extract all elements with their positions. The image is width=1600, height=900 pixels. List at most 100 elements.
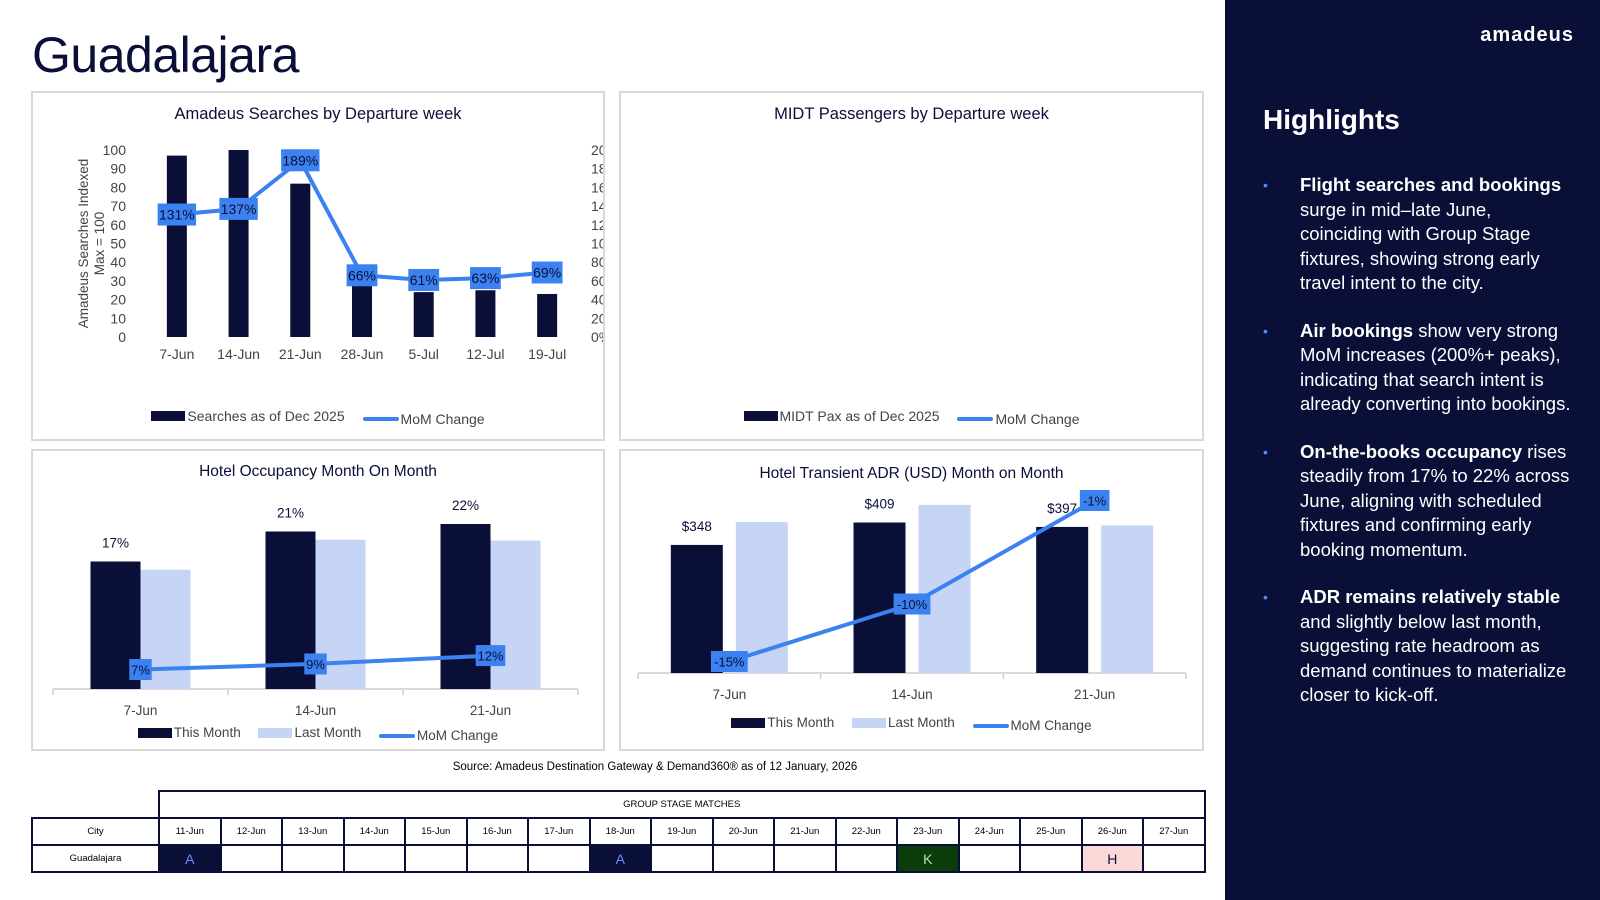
bar — [166, 155, 187, 337]
bar-data-label: $348 — [682, 519, 712, 534]
mom-data-label-bg — [281, 149, 320, 172]
y-tick-label: 90 — [110, 161, 126, 177]
date-header: 13-Jun — [281, 817, 345, 846]
highlight-item: • Air bookings show very strong MoM incre… — [1263, 319, 1573, 417]
x-tick-label: 21-Jun — [1074, 687, 1115, 702]
occupancy-chart-panel: Hotel Occupancy Month On Month 17% 7-Jun 2… — [31, 449, 605, 751]
mom-data-label-bg — [346, 264, 378, 287]
midt-chart: 01020304050607080901000%50%100%150%200%2… — [621, 93, 1202, 393]
amadeus-logo: amadeus — [1480, 24, 1574, 46]
legend-item-line: MoM Change — [972, 718, 1092, 733]
adr-chart-panel: Hotel Transient ADR (USD) Month on Month… — [619, 449, 1204, 751]
mom-data-label-bg — [1079, 490, 1110, 511]
highlight-bold: On-the-books occupancy — [1300, 440, 1523, 462]
x-tick-label: 7-Jun — [159, 346, 194, 362]
legend-line — [362, 417, 399, 421]
legend-item-last-month: Last Month — [258, 725, 361, 740]
legend-item-this-month: This Month — [731, 715, 834, 730]
page-title: Guadalajara — [32, 27, 299, 83]
chart-legend: This Month Last Month MoM Change — [33, 725, 603, 743]
legend-label: Last Month — [294, 725, 362, 740]
mom-data-label-bg — [157, 203, 197, 226]
source-note: Source: Amadeus Destination Gateway & De… — [452, 761, 858, 773]
y-axis-label: Amadeus Searches IndexedMax = 100 — [76, 159, 107, 329]
legend-label: MoM Change — [1010, 718, 1092, 733]
searches-chart-panel: Amadeus Searches by Departure week 0 10 20… — [31, 91, 605, 441]
match-cell-k: K — [896, 844, 960, 873]
y-tick-label: 30 — [110, 273, 126, 289]
table-corner — [32, 791, 159, 818]
date-header: 18-Jun — [588, 817, 652, 846]
city-header: City — [31, 817, 160, 846]
bar — [352, 284, 372, 337]
bar-data-label: 17% — [102, 536, 129, 551]
legend-item-line: MoM Change — [362, 411, 485, 427]
date-header: 23-Jun — [896, 817, 960, 846]
legend-label: MoM Change — [400, 411, 485, 427]
match-cell-empty — [219, 844, 283, 873]
mom-data-label-bg — [475, 645, 506, 667]
highlight-bold: Flight searches and bookings — [1300, 174, 1562, 195]
bar-this-month — [1036, 526, 1089, 673]
bar-data-label: $409 — [864, 496, 894, 511]
bar — [537, 293, 558, 337]
highlights-list: • Flight searches and bookings surge in m… — [1263, 173, 1573, 731]
y2-tick-label: 140% — [591, 198, 603, 214]
y2-tick-label: 100% — [591, 236, 603, 252]
y-tick-label: 20 — [110, 292, 126, 308]
y-tick-label: 80 — [110, 179, 126, 195]
date-header: 22-Jun — [834, 817, 898, 846]
date-header: 14-Jun — [342, 817, 406, 846]
x-tick-label: 21-Jun — [279, 346, 322, 362]
match-cell-empty — [281, 844, 345, 873]
bullet-icon: • — [1263, 322, 1268, 339]
x-tick-label: 14-Jun — [217, 346, 260, 362]
legend-swatch — [137, 727, 172, 738]
date-header: 15-Jun — [404, 817, 468, 846]
legend-swatch — [731, 717, 766, 728]
x-tick-label: 5-Jul — [409, 346, 439, 362]
mom-data-label-bg — [710, 651, 748, 672]
legend-item-last-month: Last Month — [851, 715, 955, 730]
match-cell-empty — [834, 844, 898, 873]
legend-item-bars: MIDT Pax as of Dec 2025 — [743, 408, 940, 424]
y2-tick-label: 200% — [591, 142, 603, 158]
mom-data-label: 7% — [131, 663, 150, 678]
adr-chart: $348 7-Jun $409 14-Jun $397 21-Jun -15% -10% -1% — [637, 490, 1187, 702]
match-cell-empty — [957, 844, 1021, 873]
y-tick-label: 50 — [110, 236, 126, 252]
mom-data-label: 9% — [306, 657, 325, 672]
mom-data-label-bg — [531, 261, 563, 284]
match-cell-a: A — [158, 844, 222, 873]
mom-data-label-bg — [408, 268, 440, 291]
y2-tick-label: 80% — [591, 254, 603, 270]
chart-title: MIDT Passengers by Departure week — [774, 105, 1049, 123]
group-stage-header: GROUP STAGE MATCHES — [158, 790, 1206, 819]
bar — [475, 290, 496, 337]
mom-data-label: -1% — [1083, 494, 1107, 509]
mom-data-label-bg — [304, 653, 327, 675]
highlight-item: • ADR remains relatively stable and sligh… — [1263, 585, 1573, 708]
chart-title: Hotel Occupancy Month On Month — [199, 463, 437, 480]
legend-swatch — [151, 411, 186, 421]
y-tick-label: 40 — [110, 254, 126, 270]
group-stage-table: GROUP STAGE MATCHES City 11-Jun 12-Jun 13-… — [31, 790, 1206, 873]
legend-swatch — [743, 411, 778, 421]
legend-label: This Month — [173, 725, 241, 740]
date-header: 11-Jun — [158, 817, 222, 846]
legend-item-line: MoM Change — [957, 411, 1079, 427]
date-header: 16-Jun — [465, 817, 529, 846]
mom-data-label: 61% — [410, 272, 438, 288]
legend-label: MIDT Pax as of Dec 2025 — [779, 408, 940, 424]
y-tick-label: 10 — [110, 310, 126, 326]
legend-swatch — [258, 727, 293, 738]
x-tick-label: 21-Jun — [470, 703, 511, 718]
match-cell-empty — [773, 844, 837, 873]
match-cell-empty — [711, 844, 775, 873]
chart-legend: MIDT Pax as of Dec 2025 MoM Change — [621, 408, 1202, 427]
mom-data-label-bg — [219, 197, 258, 220]
highlight-item: • Flight searches and bookings surge in m… — [1263, 173, 1573, 296]
bullet-icon: • — [1263, 589, 1268, 605]
y2-tick-label: 60% — [591, 273, 603, 289]
highlight-text: and slightly below last month, suggestin… — [1300, 610, 1567, 706]
